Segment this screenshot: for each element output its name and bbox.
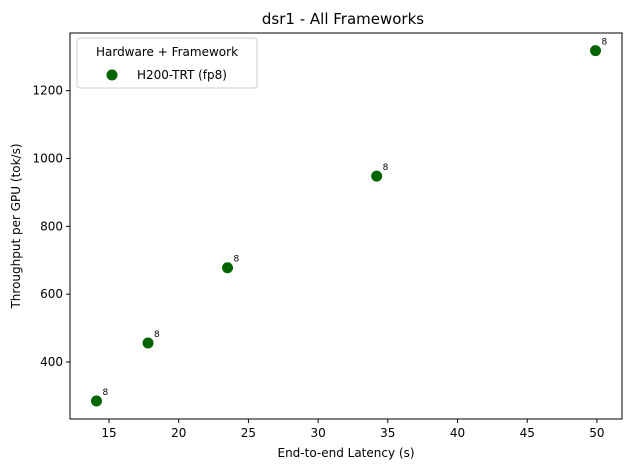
x-axis-label: End-to-end Latency (s) (277, 446, 414, 460)
data-point-label: 8 (602, 38, 608, 48)
y-axis: 400 600 800 1000 1200 (32, 84, 70, 369)
legend-label: H200-TRT (fp8) (137, 68, 227, 82)
x-tick-label: 25 (241, 426, 256, 440)
y-tick-label: 400 (40, 355, 63, 369)
data-point-label: 8 (154, 330, 160, 340)
x-tick-label: 40 (450, 426, 465, 440)
data-point (222, 262, 234, 274)
y-tick-label: 600 (40, 287, 63, 301)
data-point-label: 8 (234, 255, 240, 265)
x-tick-label: 50 (589, 426, 604, 440)
legend-box (76, 37, 258, 89)
chart-title: dsr1 - All Frameworks (262, 10, 424, 28)
data-point-label: 8 (383, 163, 389, 173)
x-tick-label: 15 (101, 426, 116, 440)
legend-marker (106, 69, 118, 81)
y-tick-label: 1200 (32, 84, 63, 98)
x-tick-label: 35 (380, 426, 395, 440)
data-point-label: 8 (102, 388, 108, 398)
y-tick-label: 1000 (32, 152, 63, 166)
x-tick-label: 30 (310, 426, 325, 440)
x-tick-label: 20 (171, 426, 186, 440)
data-point (90, 395, 102, 407)
legend: Hardware + Framework H200-TRT (fp8) (76, 37, 258, 89)
x-tick-label: 45 (520, 426, 535, 440)
data-point (590, 45, 602, 57)
y-axis-label: Throughput per GPU (tok/s) (9, 143, 23, 309)
data-point (142, 337, 154, 349)
data-point (371, 170, 383, 182)
legend-title: Hardware + Framework (96, 45, 238, 59)
y-tick-label: 800 (40, 219, 63, 233)
plot-frame (69, 32, 623, 420)
plot-marks: 8 8 8 8 8 (90, 38, 608, 407)
x-axis: 15 20 25 30 35 40 45 50 (101, 419, 605, 440)
